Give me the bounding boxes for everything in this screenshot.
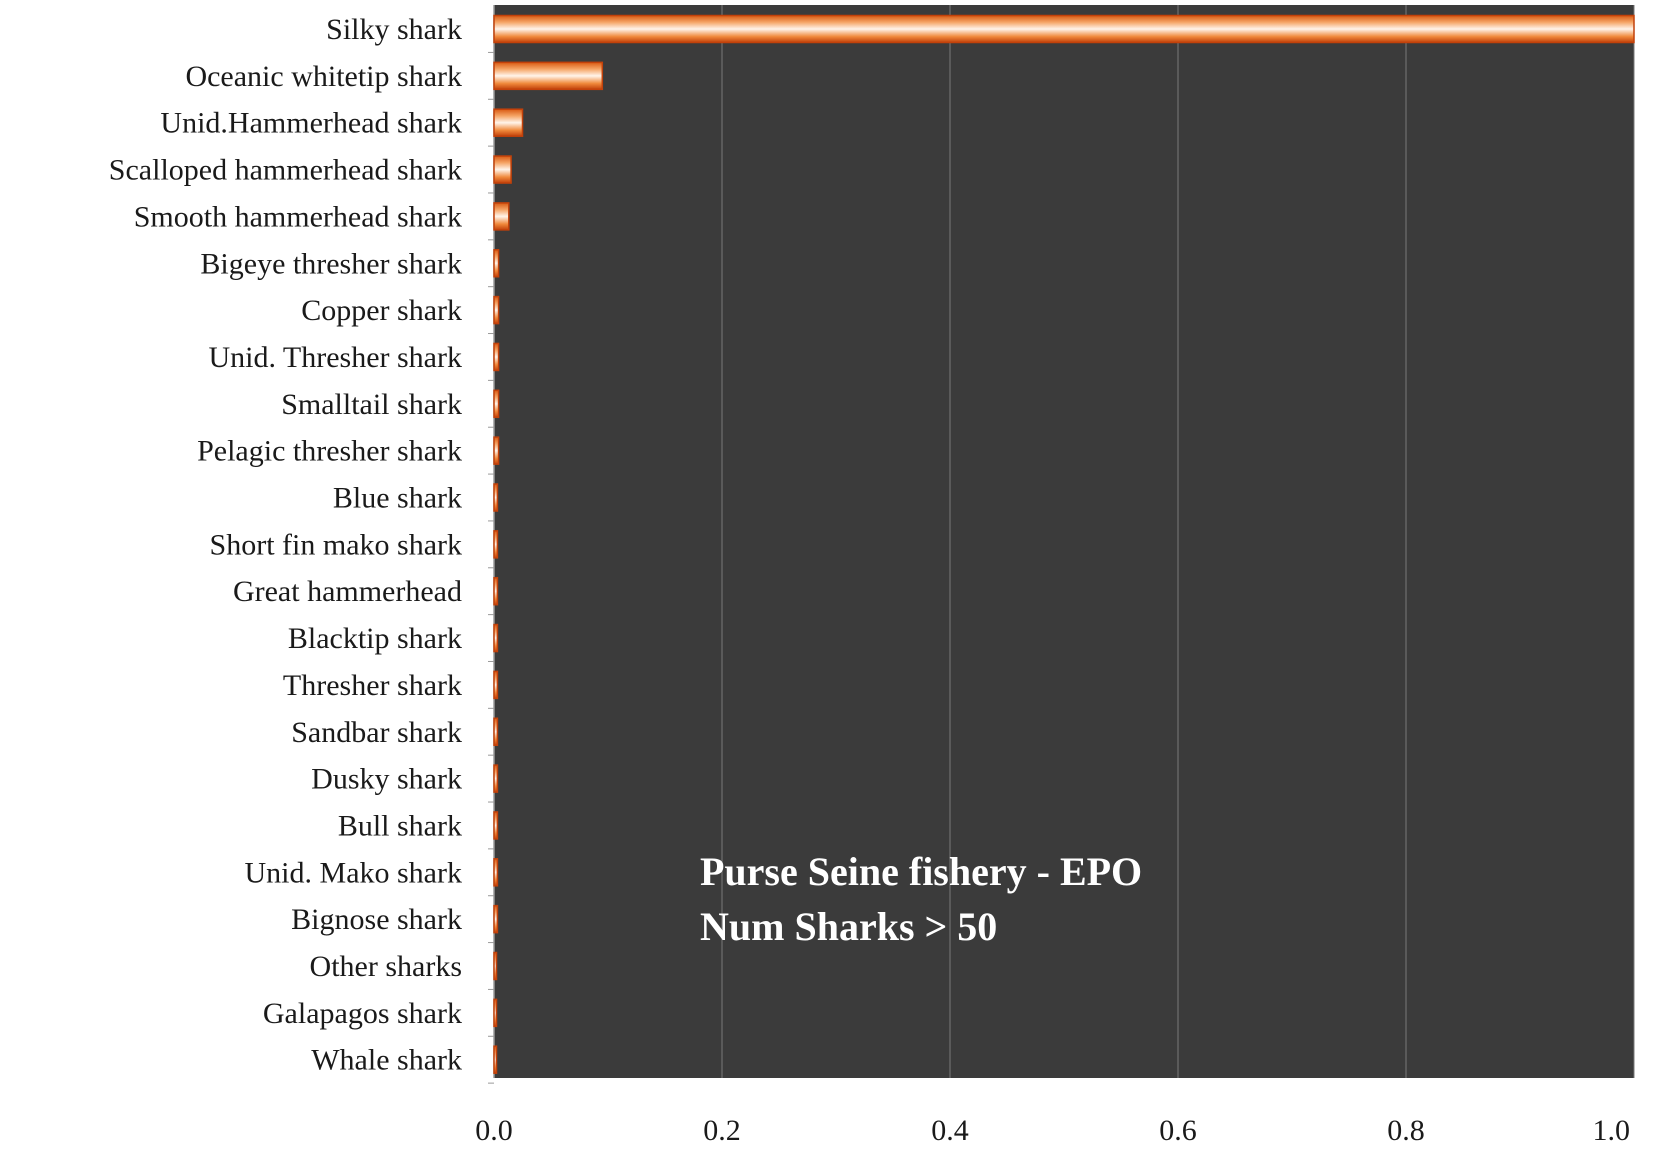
bar <box>493 1045 498 1074</box>
x-tick-label: 0.2 <box>703 1114 741 1147</box>
category-label: Other sharks <box>310 950 462 983</box>
bar <box>493 61 604 91</box>
x-tick-labels: 0.0 0.2 0.4 0.6 0.8 1.0 <box>475 1114 1630 1147</box>
x-tick-label: 0.0 <box>475 1114 513 1147</box>
bar <box>493 858 499 887</box>
x-tick-label: 1.0 <box>1593 1114 1631 1147</box>
category-label: Copper shark <box>301 294 462 327</box>
category-labels: Silky shark Oceanic whitetip shark Unid.Ha… <box>109 13 462 1077</box>
category-label: Unid. Thresher shark <box>208 341 462 374</box>
category-label: Unid.Hammerhead shark <box>160 107 462 140</box>
bar <box>493 576 499 606</box>
category-label: Blue shark <box>333 482 462 515</box>
bar <box>493 998 498 1028</box>
category-label: Whale shark <box>311 1044 462 1077</box>
category-label: Pelagic thresher shark <box>197 435 462 468</box>
bar <box>493 342 500 372</box>
bar <box>493 202 510 231</box>
x-tick-label: 0.8 <box>1387 1114 1425 1147</box>
bar <box>493 108 524 137</box>
category-label: Blacktip shark <box>288 622 462 655</box>
bar <box>493 811 499 840</box>
bar <box>493 436 500 465</box>
category-label: Bigeye thresher shark <box>200 247 462 280</box>
category-label: Smalltail shark <box>281 388 462 421</box>
plot-area <box>494 5 1634 1078</box>
bar <box>493 904 499 934</box>
bar <box>493 717 499 746</box>
category-label: Thresher shark <box>283 669 462 702</box>
category-label: Smooth hammerhead shark <box>134 200 462 233</box>
chart-annotation: Purse Seine fishery - EPO Num Sharks > 5… <box>700 849 1142 949</box>
category-label: Silky shark <box>326 13 462 46</box>
bars <box>493 14 1635 1074</box>
bar <box>493 764 499 793</box>
category-label: Oceanic whitetip shark <box>185 60 462 93</box>
bar <box>493 155 512 184</box>
x-tick-label: 0.4 <box>931 1114 969 1147</box>
category-label: Galapagos shark <box>263 997 462 1030</box>
bar <box>493 295 500 325</box>
bar <box>493 14 1635 44</box>
bar <box>493 623 499 653</box>
bar <box>493 670 499 700</box>
annotation-line-2: Num Sharks > 50 <box>700 904 997 949</box>
category-label: Unid. Mako shark <box>245 856 462 889</box>
bar <box>493 530 499 559</box>
annotation-line-1: Purse Seine fishery - EPO <box>700 849 1142 894</box>
category-label: Short fin mako shark <box>210 528 462 561</box>
bar <box>493 951 498 981</box>
category-label: Dusky shark <box>311 763 462 796</box>
bar <box>493 249 500 278</box>
category-label: Great hammerhead <box>233 575 462 608</box>
category-label: Bignose shark <box>291 903 462 936</box>
category-label: Bull shark <box>338 809 462 842</box>
x-tick-label: 0.6 <box>1159 1114 1197 1147</box>
category-label: Scalloped hammerhead shark <box>109 154 462 187</box>
bar <box>493 389 500 419</box>
bar <box>493 483 499 512</box>
category-label: Sandbar shark <box>291 716 462 749</box>
